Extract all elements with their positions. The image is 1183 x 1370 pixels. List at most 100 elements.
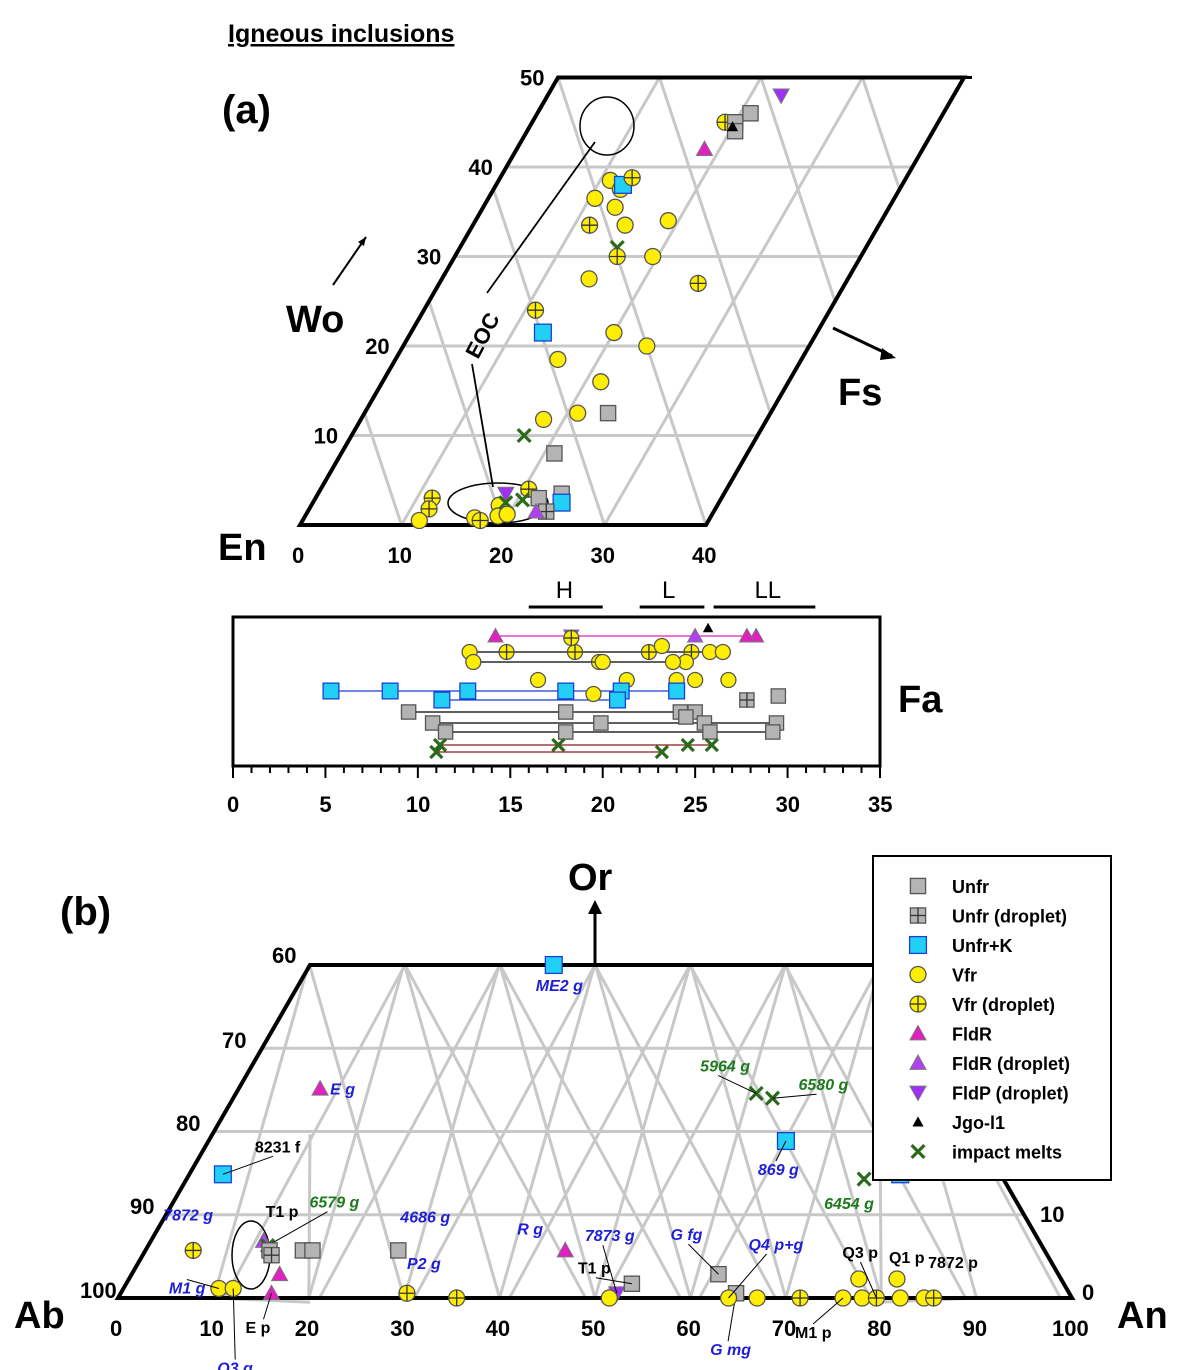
marker-unfr	[557, 724, 574, 740]
marker-vfr	[616, 216, 634, 234]
grid-diag-30	[492, 188, 606, 526]
marker-fldr	[311, 1079, 329, 1096]
point-label: G mg	[710, 1342, 751, 1359]
corner-label-or: Or	[568, 857, 613, 899]
marker-vfr	[720, 671, 737, 689]
marker-vfr	[465, 653, 482, 671]
marker-vfr-droplet-	[580, 216, 599, 234]
corner-label-wo: Wo	[286, 299, 344, 341]
point-label: 7872 g	[163, 1207, 213, 1224]
ternary-bottom-tick: 70	[772, 1316, 796, 1341]
marker-vfr-droplet-	[448, 1289, 466, 1307]
pyroxene-quadrilateral: 0 10 20 30 40 10 20 30 40 50 En Wo Fs EOC	[218, 66, 972, 569]
marker-vfr	[600, 1289, 618, 1307]
marker-impact-melts	[856, 1171, 872, 1187]
eoc-annotation: EOC	[460, 308, 505, 362]
marker-fldr	[487, 627, 504, 643]
marker-unfr-k	[668, 682, 686, 700]
marker-vfr	[585, 685, 602, 703]
marker-fldp-droplet-	[496, 486, 515, 503]
corner-label-ab: Ab	[14, 1295, 65, 1337]
marker-impact-melts	[551, 737, 566, 753]
fa-row	[433, 685, 787, 709]
marker-vfr-droplet-	[398, 1284, 416, 1302]
marker-unfr	[770, 688, 787, 704]
point-label: E p	[245, 1320, 270, 1337]
point-label: M1 g	[169, 1280, 206, 1297]
label-leader	[728, 1253, 767, 1299]
grid-diag-b	[593, 964, 692, 1299]
marker-vfr-droplet-	[563, 629, 580, 647]
grid-diag-c	[413, 964, 597, 1299]
marker-impact-melts	[704, 737, 719, 753]
point-label: P2 g	[407, 1256, 441, 1273]
marker-impact-melts	[429, 744, 444, 760]
legend-label: FldR (droplet)	[952, 1054, 1070, 1074]
point-label: G fg	[670, 1227, 702, 1244]
label-leader	[772, 1093, 817, 1099]
marker-vfr	[850, 1270, 868, 1288]
y-tick-label: 50	[520, 66, 544, 91]
fa-tick-label: 5	[319, 792, 331, 817]
marker-unfr	[304, 1242, 321, 1259]
label-leader	[859, 1261, 877, 1299]
pyroxene-grid	[351, 76, 913, 526]
marker-vfr	[653, 637, 671, 655]
marker-fldr	[270, 1265, 289, 1282]
marker-vfr	[498, 505, 516, 523]
ternary-bottom-tick: 0	[110, 1316, 122, 1341]
label-leader	[222, 1155, 274, 1175]
legend-label: FldP (droplet)	[952, 1084, 1069, 1104]
fs-arrow-head	[880, 348, 896, 360]
marker-fldr	[695, 140, 714, 156]
marker-unfr-k	[552, 493, 571, 512]
point-label: 869 g	[758, 1162, 799, 1179]
point-label: 4686 g	[399, 1209, 450, 1226]
grid-diag-c	[603, 964, 787, 1299]
legend-marker	[912, 1116, 924, 1127]
fa-tick-label: 20	[591, 792, 615, 817]
legend-marker	[909, 1024, 927, 1041]
marker-vfr	[638, 337, 656, 355]
grid-diag-b	[403, 964, 502, 1299]
marker-vfr-droplet-	[689, 274, 707, 293]
ternary-right-tick: 10	[1040, 1202, 1064, 1227]
eoc-leader-top	[486, 141, 596, 294]
marker-impact-melts	[654, 744, 669, 760]
fa-row	[465, 653, 695, 671]
label-leader	[775, 1140, 787, 1162]
grid-diag-c	[318, 964, 502, 1299]
y-tick-label: 10	[314, 424, 338, 449]
x-tick-label: 30	[591, 543, 615, 568]
grid-diag-c	[698, 964, 882, 1299]
point-label: R g	[517, 1221, 543, 1238]
ternary-bottom-tick: 20	[295, 1316, 319, 1341]
legend-label: Vfr	[952, 966, 977, 986]
point-label: 6579 g	[310, 1195, 360, 1212]
y-tick-label: 30	[417, 245, 441, 270]
point-label: T1 p	[578, 1261, 611, 1278]
marker-vfr	[664, 653, 682, 671]
legend-marker	[909, 877, 927, 895]
marker-unfr-k	[459, 682, 477, 700]
legend: Unfr Unfr (droplet) Unfr+K Vfr Vfr (droplet)…	[872, 855, 1112, 1181]
label-leader	[186, 1279, 220, 1289]
point-label: ME2 g	[536, 978, 583, 995]
fa-tick-label: 15	[498, 792, 522, 817]
marker-unfr-k	[776, 1131, 795, 1151]
marker-vfr	[891, 1289, 909, 1307]
panel-b-label: (b)	[60, 890, 111, 934]
marker-unfr	[678, 709, 694, 725]
marker-vfr	[580, 270, 598, 288]
fa-tick-label: 30	[776, 792, 800, 817]
grid-diag-50	[658, 77, 772, 414]
marker-vfr-droplet-	[471, 511, 489, 530]
marker-vfr-droplet-	[420, 500, 438, 518]
marker-unfr-k	[433, 691, 451, 709]
fa-tick-label: 0	[227, 792, 239, 817]
bracket-label-h: H	[556, 577, 573, 604]
marker-fldr-droplet-	[527, 502, 545, 519]
bracket-label-ll: LL	[754, 577, 781, 604]
marker-vfr	[534, 410, 553, 429]
marker-vfr-droplet-	[566, 643, 584, 661]
